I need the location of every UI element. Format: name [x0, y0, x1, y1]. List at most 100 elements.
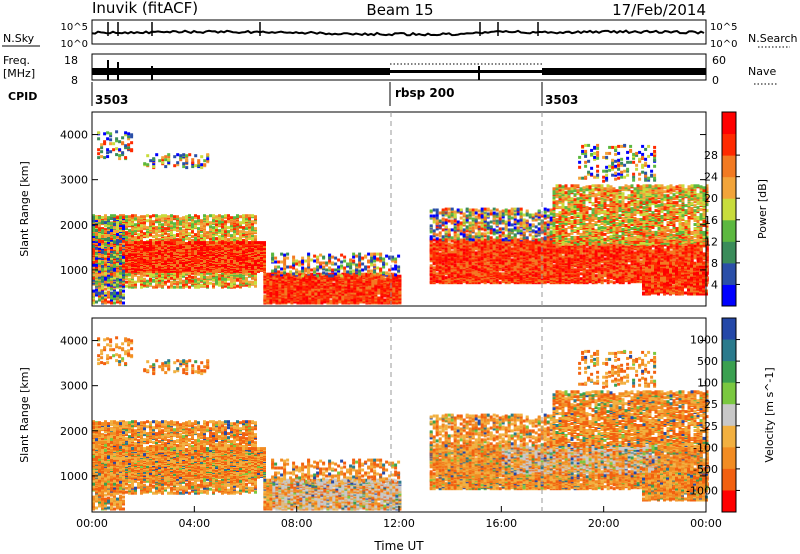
- power-cell: [95, 216, 98, 220]
- power-cell: [200, 234, 203, 238]
- power-cell: [113, 291, 116, 295]
- power-cell: [242, 214, 245, 218]
- power-cell: [110, 242, 113, 246]
- power-cell: [158, 252, 161, 255]
- power-cell: [233, 233, 236, 237]
- power-cell: [137, 277, 140, 281]
- power-cell: [182, 229, 185, 233]
- power-cell: [185, 215, 188, 219]
- power-cell: [212, 228, 215, 232]
- cpid-row: CPID 3503 rbsp 200 3503: [8, 82, 578, 107]
- power-cell: [221, 234, 224, 238]
- power-cell: [155, 283, 158, 287]
- power-cell: [131, 222, 134, 226]
- power-cell: [158, 234, 161, 238]
- power-cell: [101, 229, 104, 232]
- power-cell: [224, 214, 227, 218]
- power-cell: [137, 275, 140, 279]
- power-cell: [170, 283, 173, 287]
- power-cell: [125, 272, 128, 276]
- power-cell: [242, 279, 245, 283]
- power-cell: [215, 275, 218, 279]
- power-cell: [104, 298, 107, 302]
- power-cell: [113, 263, 116, 267]
- power-cell: [146, 271, 149, 275]
- power-cell: [164, 220, 167, 224]
- power-cell: [329, 299, 333, 303]
- power-cell: [167, 218, 170, 222]
- power-cell: [200, 283, 203, 287]
- power-cell: [131, 285, 134, 289]
- power-cell: [224, 235, 227, 239]
- power-cell: [191, 275, 194, 279]
- power-cell: [104, 271, 107, 275]
- power-cell: [167, 279, 170, 283]
- power-cell: [176, 276, 179, 280]
- power-cell: [179, 222, 182, 226]
- power-cell: [191, 224, 194, 228]
- power-cell: [143, 277, 146, 281]
- power-cell: [203, 275, 206, 279]
- power-cell: [134, 214, 137, 218]
- power-cell: [134, 280, 137, 284]
- power-cell: [125, 284, 128, 288]
- power-cell: [110, 266, 113, 270]
- power-cell: [122, 275, 125, 279]
- power-cell: [119, 274, 122, 278]
- power-cell: [197, 215, 200, 219]
- power-cell: [131, 237, 134, 241]
- power-cell: [245, 231, 248, 235]
- power-cell: [158, 282, 161, 286]
- power-cell: [236, 271, 239, 275]
- power-cell: [236, 223, 239, 227]
- power-cell: [206, 217, 209, 221]
- power-cell: [218, 229, 221, 233]
- power-cell: [230, 275, 233, 279]
- power-cell: [182, 272, 185, 276]
- power-cell: [233, 224, 236, 228]
- power-cell: [152, 235, 155, 239]
- power-cell: [182, 223, 185, 227]
- power-cell: [158, 241, 161, 245]
- power-cell: [122, 258, 125, 262]
- power-cell: [179, 241, 182, 245]
- power-cell: [158, 218, 161, 222]
- power-cell: [188, 214, 191, 218]
- power-cell: [227, 217, 230, 221]
- power-cell: [176, 217, 179, 221]
- power-cell: [134, 229, 137, 233]
- power-cell: [251, 220, 254, 224]
- power-cell: [221, 225, 224, 229]
- power-cell: [101, 249, 104, 253]
- power-cell: [101, 216, 104, 220]
- power-cell: [212, 238, 215, 242]
- power-cell: [161, 214, 164, 218]
- power-cell: [122, 269, 125, 273]
- power-cell: [101, 283, 104, 287]
- power-cell: [191, 250, 194, 254]
- power-cell: [131, 275, 134, 279]
- power-cell: [98, 238, 101, 242]
- power-cell: [155, 226, 158, 230]
- power-cell: [140, 236, 143, 240]
- power-cell: [242, 226, 245, 230]
- power-cell: [98, 271, 101, 275]
- power-cell: [104, 230, 107, 233]
- power-cell: [113, 226, 116, 230]
- power-cell: [143, 281, 146, 285]
- power-cell: [167, 227, 170, 231]
- power-cell: [155, 237, 158, 241]
- power-cell: [107, 257, 110, 261]
- power-cell: [125, 236, 128, 240]
- power-cell: [98, 228, 101, 231]
- power-cell: [116, 224, 119, 228]
- power-cell: [179, 229, 182, 233]
- power-cell: [107, 237, 110, 240]
- power-cell: [206, 222, 209, 226]
- power-cell: [317, 293, 321, 297]
- power-cell: [269, 291, 273, 295]
- power-cell: [257, 241, 260, 245]
- power-cell: [161, 276, 164, 280]
- power-cell: [224, 226, 227, 230]
- power-cell: [176, 238, 179, 242]
